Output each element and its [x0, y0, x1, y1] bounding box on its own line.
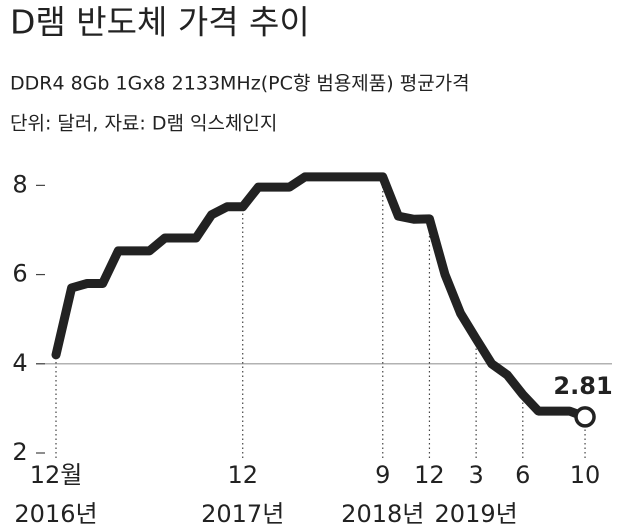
- year-label: 2018년: [341, 500, 424, 528]
- end-marker: [574, 406, 596, 428]
- chart-note: 단위: 달러, 자료: D램 익스체인지: [10, 113, 277, 135]
- y-tick-label: 6: [12, 260, 27, 288]
- year-label: 2019년: [435, 500, 518, 528]
- value-label: 2.81: [553, 372, 612, 400]
- x-tick-label: 6: [515, 461, 530, 489]
- y-tick-label: 8: [12, 170, 27, 198]
- x-tick-label: 3: [468, 461, 483, 489]
- x-tick-label: 12: [414, 461, 445, 489]
- chart-subtitle: DDR4 8Gb 1Gx8 2133MHz(PC향 범용제품) 평균가격: [10, 73, 470, 95]
- x-tick-label: 12: [227, 461, 258, 489]
- line: [51, 172, 590, 422]
- x-tick-label: 12월: [30, 461, 83, 489]
- y-tick-label: 4: [12, 349, 27, 377]
- year-label: 2016년: [14, 500, 97, 528]
- x-tick-label: 9: [375, 461, 390, 489]
- chart-title: D램 반도체 가격 추이: [10, 3, 310, 42]
- y-tick-label: 2: [12, 438, 27, 466]
- year-label: 2017년: [201, 500, 284, 528]
- x-tick-label: 10: [570, 461, 601, 489]
